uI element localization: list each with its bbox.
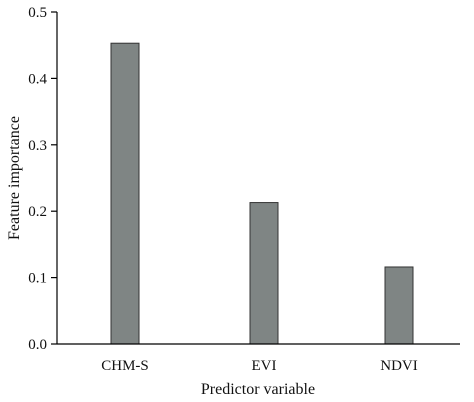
- y-tick-label: 0.5: [28, 5, 47, 21]
- y-tick-label: 0.3: [28, 138, 47, 154]
- bar-ndvi: [384, 266, 414, 345]
- y-tick-label: 0.1: [28, 271, 47, 287]
- x-tick-label: CHM-S: [101, 358, 149, 374]
- x-tick-label: EVI: [252, 358, 277, 374]
- x-axis-ticks: CHM-S EVI NDVI: [101, 358, 418, 374]
- y-tick-label: 0.0: [28, 337, 47, 353]
- bar-chm-s: [110, 42, 140, 345]
- y-tick-label: 0.4: [28, 71, 47, 87]
- bars-group: [110, 42, 414, 345]
- x-tick-label: NDVI: [380, 358, 418, 374]
- y-axis-title: Feature importance: [6, 116, 23, 240]
- x-axis-title: Predictor variable: [201, 381, 315, 398]
- y-tick-label: 0.2: [28, 204, 47, 220]
- y-axis-ticks: 0.0 0.1 0.2 0.3 0.4 0.5: [28, 5, 57, 353]
- bar-evi: [249, 202, 279, 345]
